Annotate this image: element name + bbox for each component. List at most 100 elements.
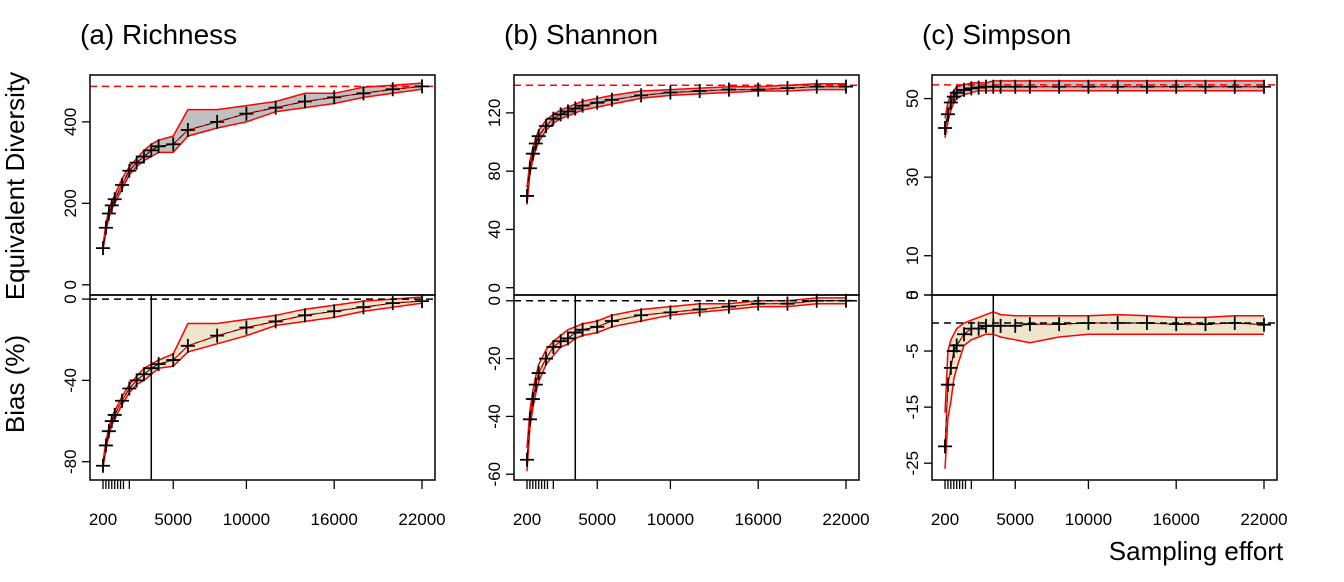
upper-limit-line xyxy=(526,82,846,188)
y-tick-label: 0 xyxy=(485,283,504,292)
x-tick-label: 10000 xyxy=(223,510,270,529)
data-point xyxy=(940,107,955,122)
data-point xyxy=(604,92,619,107)
data-point xyxy=(721,82,736,97)
data-point xyxy=(590,95,605,110)
data-point xyxy=(780,81,795,96)
x-axis-label: Sampling effort xyxy=(1109,536,1284,566)
data-point xyxy=(938,439,952,454)
y-axis-label-bottom: Bias (%) xyxy=(0,335,30,433)
data-point xyxy=(531,366,546,381)
y-tick-label: 30 xyxy=(903,168,922,187)
data-point xyxy=(1227,316,1242,331)
data-point xyxy=(522,161,537,176)
y-tick-label: -5 xyxy=(903,343,922,358)
y-tick-label: 400 xyxy=(61,108,80,136)
data-point xyxy=(528,377,543,392)
data-point xyxy=(210,114,225,129)
data-point xyxy=(575,322,590,337)
data-point xyxy=(971,321,986,336)
data-point xyxy=(943,360,958,375)
confidence-band xyxy=(103,83,422,251)
data-point xyxy=(1227,79,1242,94)
data-point xyxy=(268,100,283,115)
lower-limit-line xyxy=(944,333,1264,469)
data-point xyxy=(1169,79,1184,94)
data-point xyxy=(839,79,853,94)
data-point xyxy=(356,300,371,315)
y-tick-label: 120 xyxy=(485,99,504,127)
x-tick-label: 200 xyxy=(513,510,541,529)
x-tick-label: 22000 xyxy=(1240,510,1287,529)
data-point xyxy=(180,338,195,353)
data-point xyxy=(115,393,130,408)
data-point xyxy=(522,412,537,427)
x-tick-label: 22000 xyxy=(398,510,445,529)
data-point xyxy=(663,85,678,100)
data-point xyxy=(327,90,342,105)
data-point xyxy=(590,319,605,334)
data-point xyxy=(993,318,1008,333)
data-point xyxy=(957,327,972,342)
data-point xyxy=(415,79,429,94)
data-point xyxy=(151,357,166,372)
subplot-bottom: 5 -5 -15 -25 xyxy=(903,290,1278,481)
data-point xyxy=(136,149,151,164)
data-point xyxy=(1257,79,1271,94)
data-point xyxy=(101,206,116,221)
confidence-band xyxy=(103,297,422,468)
data-point xyxy=(692,84,707,99)
data-point xyxy=(136,367,151,382)
data-point xyxy=(129,155,144,170)
data-point xyxy=(721,299,736,314)
subplot-bottom: 0 -40 -80 xyxy=(61,294,436,481)
mean-line-black xyxy=(526,300,846,460)
data-point xyxy=(96,241,110,256)
panel-title: (c) Simpson xyxy=(922,19,1071,50)
data-point xyxy=(356,86,371,101)
data-point xyxy=(692,302,707,317)
y-tick-label: -15 xyxy=(903,395,922,420)
data-point xyxy=(1139,316,1154,331)
y-tick-label: 50 xyxy=(903,89,922,108)
data-point xyxy=(327,304,342,319)
x-axis: 200 5000 10000 16000 22000 xyxy=(89,480,446,529)
data-point xyxy=(546,340,561,355)
data-point xyxy=(101,424,116,439)
data-point xyxy=(809,293,824,308)
x-axis: 200 5000 10000 16000 22000 xyxy=(513,480,870,529)
data-point xyxy=(180,123,195,137)
data-point xyxy=(553,107,568,122)
y-tick-label: 10 xyxy=(903,246,922,265)
data-point xyxy=(949,85,964,100)
data-point xyxy=(575,98,590,113)
x-tick-label: 16000 xyxy=(735,510,782,529)
data-point xyxy=(96,458,110,473)
data-point xyxy=(385,296,400,311)
mean-line-red xyxy=(102,85,423,249)
mean-line-black xyxy=(944,322,1265,447)
data-point xyxy=(946,344,961,359)
data-point xyxy=(166,353,181,368)
y-tick-label: -40 xyxy=(61,368,80,393)
data-point xyxy=(553,334,568,349)
panel-2: (b) Shannon 0 40 80 120 0 -20 -40 -60 200 5000 1000… xyxy=(485,19,870,529)
panel-title: (a) Richness xyxy=(80,19,237,50)
data-point xyxy=(1139,79,1154,94)
data-point xyxy=(1110,79,1125,94)
data-point xyxy=(1008,79,1023,94)
data-point xyxy=(1008,318,1023,333)
x-tick-label: 16000 xyxy=(1153,510,1200,529)
plot-frame xyxy=(89,294,436,481)
subplot-bottom: 0 -20 -40 -60 xyxy=(485,293,860,487)
y-tick-label: 0 xyxy=(903,290,922,299)
data-point xyxy=(809,79,824,94)
y-tick-label: 0 xyxy=(485,296,504,305)
x-tick-label: 10000 xyxy=(647,510,694,529)
data-point xyxy=(938,121,952,136)
y-axis-label-top: Equivalent Diversity xyxy=(0,72,30,300)
data-point xyxy=(604,314,619,329)
data-point xyxy=(239,106,254,121)
